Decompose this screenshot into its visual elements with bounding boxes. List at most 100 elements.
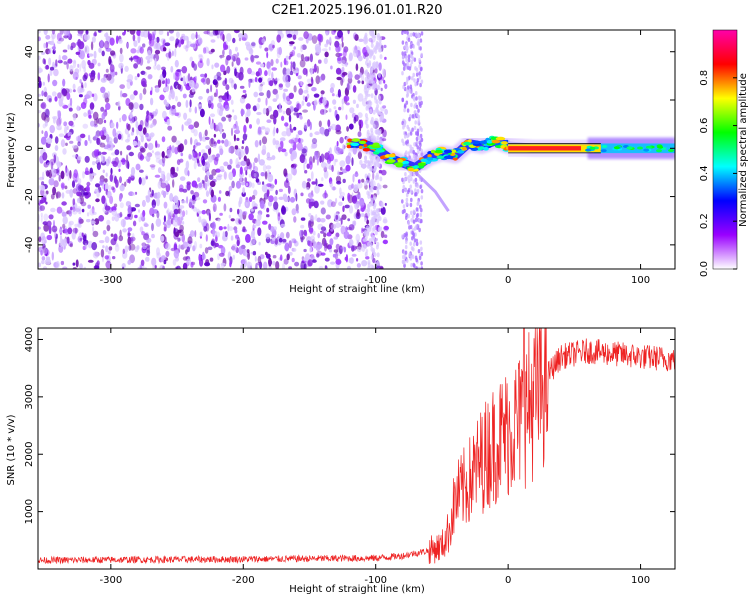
noise-cell	[191, 60, 195, 68]
noise-cell	[130, 48, 137, 54]
noise-cell	[45, 201, 48, 205]
noise-cell	[273, 201, 279, 210]
x-tick-label: -300	[99, 275, 122, 286]
noise-cell	[156, 210, 160, 219]
noise-cell	[232, 37, 236, 44]
noise-cell	[275, 93, 279, 100]
noise-cell	[93, 149, 99, 157]
noise-cell	[329, 181, 333, 188]
noise-cell	[411, 236, 414, 241]
noise-cell	[207, 246, 213, 251]
noise-cell	[173, 249, 180, 259]
noise-cell	[257, 227, 262, 237]
steady-cell	[643, 148, 650, 152]
noise-cell	[228, 77, 234, 84]
noise-cell	[381, 201, 384, 209]
noise-cell	[416, 140, 419, 145]
signal-cell	[358, 145, 363, 150]
noise-cell	[228, 45, 230, 50]
noise-cell	[415, 192, 418, 197]
noise-cell	[303, 263, 307, 269]
noise-cell	[235, 180, 242, 189]
noise-cell	[59, 238, 65, 248]
noise-cell	[80, 201, 87, 207]
noise-cell	[140, 177, 146, 186]
noise-cell	[372, 204, 376, 210]
noise-cell	[70, 206, 73, 211]
noise-cell	[292, 61, 296, 70]
noise-cell	[104, 40, 110, 50]
noise-cell	[189, 56, 193, 62]
noise-cell	[144, 117, 149, 127]
noise-cell	[335, 211, 340, 215]
noise-cell	[309, 53, 313, 63]
noise-cell	[84, 243, 88, 249]
noise-cell	[67, 58, 73, 64]
noise-cell	[116, 121, 119, 129]
noise-cell	[322, 96, 327, 106]
noise-cell	[69, 188, 74, 198]
noise-cell	[279, 137, 286, 142]
noise-cell	[130, 166, 136, 176]
noise-cell	[325, 162, 332, 170]
noise-cell	[363, 244, 367, 250]
noise-cell	[383, 225, 390, 231]
noise-cell	[161, 151, 165, 158]
noise-cell	[38, 76, 41, 83]
noise-cell	[106, 190, 112, 199]
noise-cell	[368, 85, 371, 90]
noise-cell	[66, 92, 71, 100]
noise-cell	[182, 35, 189, 41]
noise-cell	[84, 140, 88, 146]
noise-cell	[118, 39, 123, 44]
noise-cell	[39, 205, 45, 211]
noise-cell	[181, 200, 186, 204]
noise-cell	[335, 222, 341, 229]
noise-cell	[286, 68, 290, 76]
noise-cell	[144, 122, 150, 129]
noise-cell	[244, 166, 248, 172]
noise-cell	[57, 92, 62, 99]
noise-cell	[60, 182, 65, 189]
steady-cell	[668, 149, 674, 152]
noise-cell	[191, 88, 195, 93]
noise-cell	[370, 160, 373, 166]
noise-cell	[372, 123, 376, 129]
noise-cell	[369, 166, 373, 172]
noise-cell	[87, 109, 92, 119]
noise-cell	[364, 94, 368, 100]
noise-cell	[197, 60, 204, 69]
noise-cell	[225, 114, 232, 118]
noise-cell	[408, 117, 411, 122]
noise-cell	[253, 173, 257, 178]
noise-cell	[408, 225, 411, 230]
noise-cell	[122, 266, 125, 269]
noise-cell	[180, 39, 185, 45]
noise-cell	[336, 180, 342, 185]
noise-cell	[144, 174, 149, 181]
noise-cell	[293, 240, 297, 244]
noise-cell	[339, 136, 344, 144]
noise-cell	[411, 114, 415, 119]
noise-cell	[382, 184, 388, 189]
noise-cell	[364, 235, 368, 240]
noise-cell	[341, 41, 344, 48]
noise-cell	[248, 196, 253, 203]
noise-cell	[156, 36, 160, 43]
noise-cell	[121, 157, 126, 165]
noise-cell	[197, 163, 202, 167]
noise-cell	[204, 136, 210, 141]
noise-cell	[416, 41, 420, 46]
noise-cell	[258, 159, 265, 166]
noise-cell	[303, 162, 306, 171]
noise-cell	[121, 114, 127, 122]
noise-cell	[92, 226, 95, 232]
noise-cell	[45, 160, 50, 166]
noise-cell	[418, 71, 421, 76]
noise-cell	[140, 70, 146, 75]
noise-cell	[223, 70, 227, 76]
noise-cell	[180, 152, 184, 157]
noise-cell	[172, 219, 179, 227]
signal-cell	[397, 159, 404, 163]
y-tick-label: 1000	[24, 499, 35, 524]
